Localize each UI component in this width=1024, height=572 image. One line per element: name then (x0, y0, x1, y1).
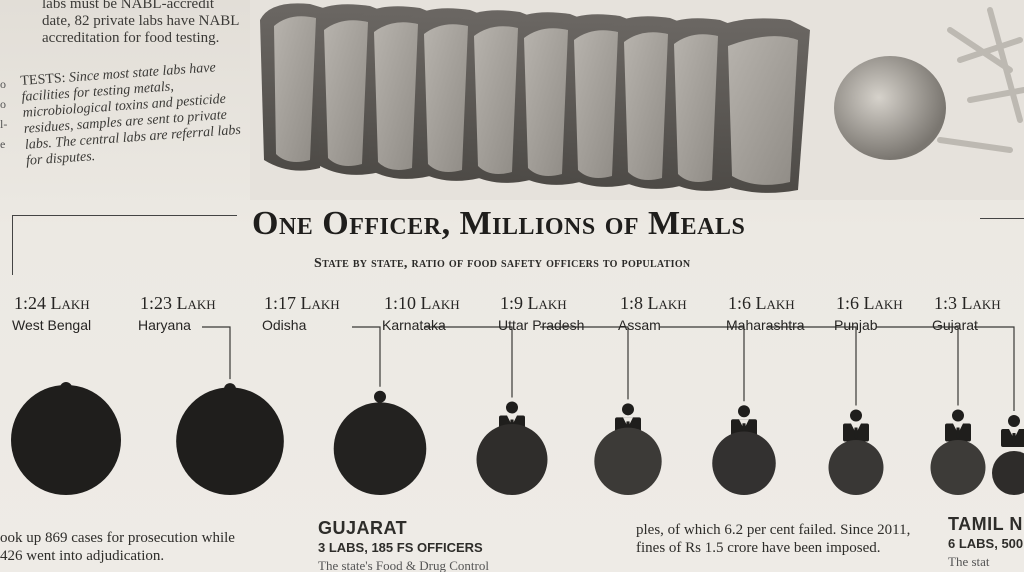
column-3: ples, of which 6.2 per cent failed. Sinc… (636, 521, 936, 557)
ratio-label: 1:17 Lakh (264, 293, 340, 313)
ratio-label: 1:24 Lakh (14, 293, 90, 313)
ratio-bubble (594, 427, 662, 495)
bread-slices (260, 3, 810, 193)
column-text-line: The stat (948, 554, 990, 569)
ratio-bubble (992, 451, 1024, 495)
column-1: ook up 869 cases for prosecution while 4… (0, 529, 300, 565)
connector-line (352, 326, 381, 387)
connector-line (202, 326, 231, 380)
state-label: West Bengal (12, 317, 92, 333)
section-heading-gujarat: GUJARAT (318, 518, 408, 538)
column-4: TAMIL N 6 LABS, 500 The stat (948, 515, 1024, 571)
ratio-label: 1:10 Lakh (384, 293, 460, 313)
ratio-label: 1:6 Lakh (728, 293, 795, 313)
edge-char: o (0, 77, 6, 91)
fries-shape (937, 7, 1024, 153)
edge-char: e (0, 137, 6, 151)
column-2: GUJARAT 3 LABS, 185 FS OFFICERS The stat… (318, 519, 618, 572)
ratio-label: 1:9 Lakh (500, 293, 567, 313)
intro-lead-line: accreditation for food testing. (42, 30, 220, 46)
section-subheading: 6 LABS, 500 (948, 536, 1024, 551)
connector-line (540, 326, 629, 400)
infographic-subhead: State by state, ratio of food safety off… (314, 256, 691, 271)
tests-paragraph: TESTS: Since most state labs have facili… (20, 58, 251, 169)
ratio-label: 1:23 Lakh (140, 293, 216, 313)
column-text-line: ook up 869 cases for prosecution while (0, 530, 235, 546)
state-label: Haryana (138, 317, 191, 333)
intro-lead: labs must be NABL-accredit date, 82 priv… (42, 0, 242, 47)
bun-shape (834, 56, 946, 160)
intro-lead-line: labs must be NABL-accredit (42, 0, 215, 12)
section-subheading: 3 LABS, 185 FS OFFICERS (318, 540, 483, 555)
officer-icon (945, 409, 971, 442)
state-label: Punjab (834, 317, 878, 333)
bottom-text-row: ook up 869 cases for prosecution while 4… (0, 515, 1024, 572)
officer-icon (843, 409, 869, 442)
ratio-bubble (11, 385, 121, 495)
column-text-line: ples, of which 6.2 per cent failed. Sinc… (636, 522, 911, 538)
state-label: Karnataka (382, 317, 446, 333)
state-label: Maharashtra (726, 317, 805, 333)
ratio-bubble (712, 431, 776, 495)
section-heading-tamil-nadu: TAMIL N (948, 514, 1023, 534)
column-text-line: The state's Food & Drug Control (318, 558, 489, 572)
state-label: Assam (618, 317, 661, 333)
ratio-bubble (828, 440, 884, 495)
ratio-label: 1:3 Lakh (934, 293, 1001, 313)
state-label: Uttar Pradesh (498, 317, 585, 333)
title-rule-right (980, 218, 1024, 219)
state-label: Odisha (262, 317, 307, 333)
connector-line (974, 326, 1015, 411)
officer-icon (1001, 415, 1024, 447)
ratio-bubble (176, 387, 284, 495)
infographic-headline: One Officer, Millions of Meals (252, 205, 746, 242)
intro-lead-line: date, 82 private labs have NABL (42, 13, 240, 29)
officer-ratio-chart: 1:24 Lakh West Bengal 1:23 Lakh Haryana 1:17… (0, 285, 1024, 505)
edge-char: o (0, 97, 6, 111)
column-text-line: 426 went into adjudication. (0, 548, 165, 564)
chart-graphics (11, 326, 1024, 495)
ratio-label: 1:6 Lakh (836, 293, 903, 313)
title-rule-left (12, 215, 237, 216)
ratio-bubble (930, 440, 986, 495)
connector-line (876, 326, 959, 406)
ratio-bubble (333, 402, 427, 495)
connector-line (660, 326, 745, 402)
ratio-bubble (476, 423, 548, 495)
connector-line (768, 326, 857, 406)
connector-line (424, 326, 513, 398)
ratio-label: 1:8 Lakh (620, 293, 687, 313)
state-label: Gujarat (932, 317, 978, 333)
edge-char: l- (0, 117, 8, 131)
column-text-line: fines of Rs 1.5 crore have been imposed. (636, 540, 881, 556)
bread-illustration (250, 0, 1024, 200)
title-rule-left-vertical (12, 215, 13, 275)
